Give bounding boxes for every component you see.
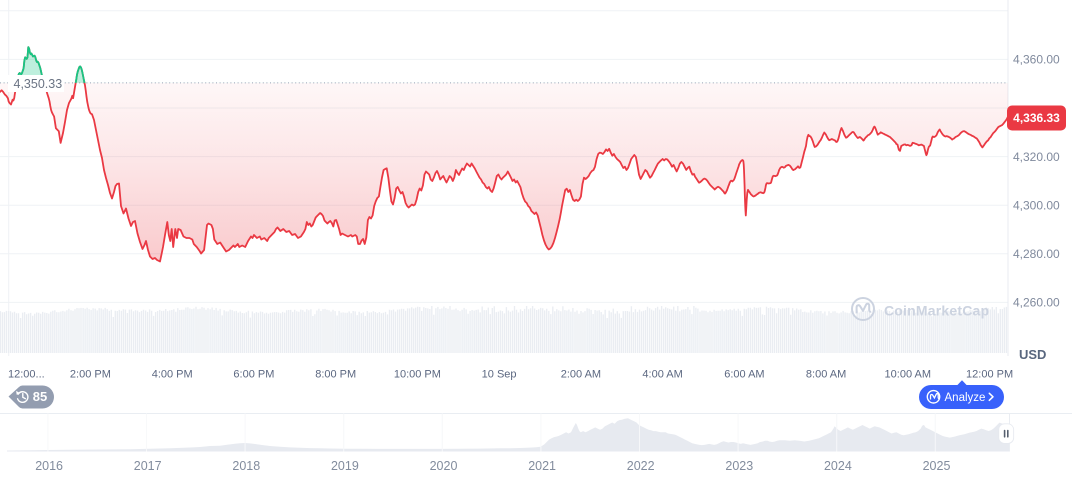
svg-text:2016: 2016 xyxy=(35,459,63,473)
svg-text:8:00 PM: 8:00 PM xyxy=(315,369,356,381)
svg-text:4:00 PM: 4:00 PM xyxy=(152,369,193,381)
svg-text:2:00 PM: 2:00 PM xyxy=(70,369,111,381)
svg-text:6:00 AM: 6:00 AM xyxy=(724,369,764,381)
svg-text:Analyze: Analyze xyxy=(945,392,986,404)
svg-text:6:00 PM: 6:00 PM xyxy=(233,369,274,381)
svg-text:10:00 AM: 10:00 AM xyxy=(885,369,931,381)
svg-text:4,336.33: 4,336.33 xyxy=(1013,111,1060,125)
svg-text:4:00 AM: 4:00 AM xyxy=(642,369,682,381)
svg-text:4,350.33: 4,350.33 xyxy=(14,77,63,91)
svg-text:2024: 2024 xyxy=(824,459,852,473)
svg-text:8:00 AM: 8:00 AM xyxy=(806,369,846,381)
svg-text:2019: 2019 xyxy=(331,459,359,473)
svg-text:CoinMarketCap: CoinMarketCap xyxy=(884,303,989,319)
svg-text:12:00...: 12:00... xyxy=(8,369,45,381)
svg-text:10:00 PM: 10:00 PM xyxy=(394,369,441,381)
svg-text:2018: 2018 xyxy=(232,459,260,473)
svg-text:2022: 2022 xyxy=(627,459,655,473)
svg-text:10 Sep: 10 Sep xyxy=(482,369,517,381)
svg-text:2025: 2025 xyxy=(923,459,951,473)
svg-text:4,300.00: 4,300.00 xyxy=(1013,198,1060,212)
svg-text:USD: USD xyxy=(1019,347,1046,362)
svg-text:12:00 PM: 12:00 PM xyxy=(966,369,1013,381)
svg-text:4,260.00: 4,260.00 xyxy=(1013,296,1060,310)
svg-text:4,280.00: 4,280.00 xyxy=(1013,247,1060,261)
svg-text:2020: 2020 xyxy=(430,459,458,473)
svg-text:85: 85 xyxy=(33,389,47,404)
svg-text:2021: 2021 xyxy=(528,459,556,473)
svg-text:2:00 AM: 2:00 AM xyxy=(561,369,601,381)
svg-text:2023: 2023 xyxy=(725,459,753,473)
svg-text:4,360.00: 4,360.00 xyxy=(1013,53,1060,67)
svg-text:4,320.00: 4,320.00 xyxy=(1013,150,1060,164)
svg-text:2017: 2017 xyxy=(134,459,162,473)
